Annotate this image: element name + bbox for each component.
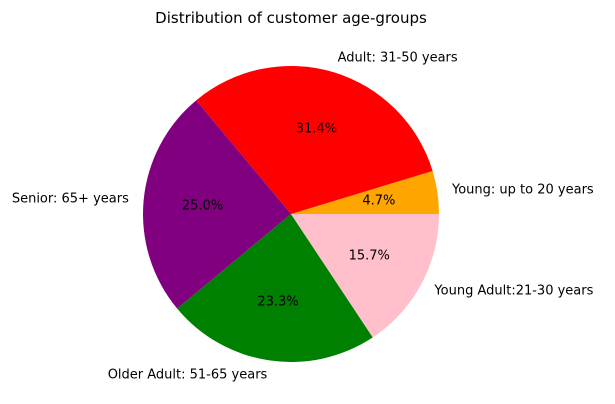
slice-percent-label: 25.0% <box>182 198 223 213</box>
slice-percent-label: 15.7% <box>349 249 390 264</box>
slice-percent-label: 23.3% <box>257 294 298 309</box>
pie-slice <box>291 170 439 214</box>
slice-label: Older Adult: 51-65 years <box>108 368 268 383</box>
pie-slice <box>196 65 433 214</box>
pie-slice <box>291 214 439 338</box>
slice-label: Young: up to 20 years <box>451 183 594 198</box>
slice-label: Adult: 31-50 years <box>338 51 458 66</box>
slice-percent-label: 4.7% <box>362 193 395 208</box>
slice-label: Young Adult:21-30 years <box>433 284 593 299</box>
pie-labels: Young: up to 20 years 4.7% Adult: 31-50 ye… <box>12 51 594 383</box>
slice-percent-label: 31.4% <box>296 121 337 136</box>
pie-slice <box>142 100 291 309</box>
pie-slices <box>142 65 439 362</box>
chart-title: Distribution of customer age-groups <box>155 9 427 27</box>
slice-label: Senior: 65+ years <box>12 192 129 207</box>
pie-slice <box>177 214 373 362</box>
